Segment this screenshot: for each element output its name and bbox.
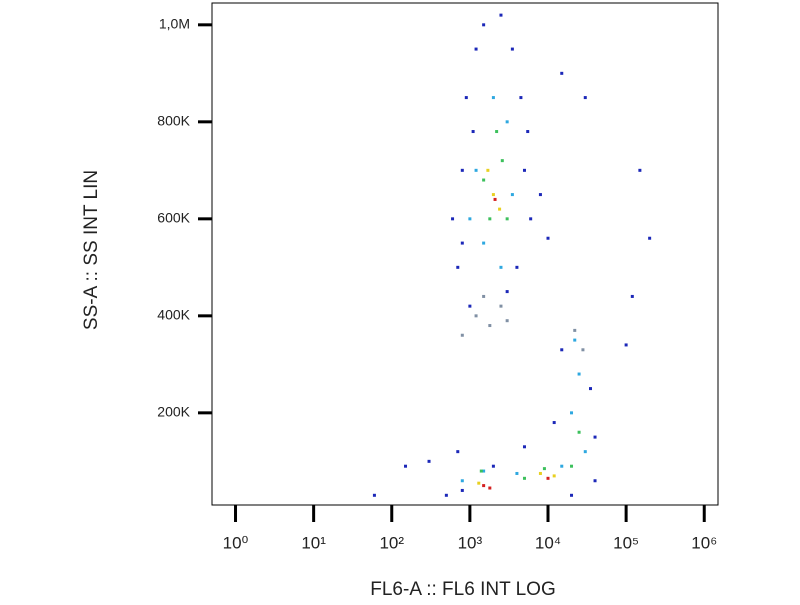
point (500, 159, 504, 163)
point (546, 236, 550, 240)
point (583, 96, 587, 100)
point (460, 479, 464, 483)
point (522, 476, 526, 480)
point (451, 217, 455, 221)
y-tick-label: 800K (157, 113, 190, 129)
point (529, 217, 533, 221)
point (460, 241, 464, 245)
point (491, 193, 495, 197)
point (491, 96, 495, 100)
point (593, 479, 597, 483)
point (593, 435, 597, 439)
point (474, 47, 478, 51)
point (589, 387, 593, 391)
point (474, 168, 478, 172)
point (560, 71, 564, 75)
x-tick-label: 10² (379, 533, 404, 552)
point (560, 464, 564, 468)
point (505, 217, 509, 221)
point (486, 168, 490, 172)
point (552, 474, 556, 478)
point (570, 464, 574, 468)
point (515, 265, 519, 269)
point (404, 464, 408, 468)
point (493, 197, 497, 201)
point (479, 469, 483, 473)
point (538, 471, 542, 475)
point (552, 421, 556, 425)
point (505, 319, 509, 323)
point (581, 348, 585, 352)
point (538, 193, 542, 197)
point (648, 236, 652, 240)
point (499, 13, 503, 17)
y-tick-label: 400K (157, 307, 190, 323)
plot-frame (211, 2, 719, 506)
y-axis-label: SS-A :: SS INT LIN (81, 170, 102, 330)
point (488, 324, 492, 328)
point (471, 130, 475, 134)
point (560, 348, 564, 352)
point (488, 486, 492, 490)
x-tick-label: 10⁴ (535, 533, 561, 552)
point (427, 459, 431, 463)
point (474, 314, 478, 318)
point (460, 488, 464, 492)
point (482, 294, 486, 298)
point (519, 96, 523, 100)
point (482, 23, 486, 27)
y-tick-label: 600K (157, 210, 190, 226)
x-tick-label: 10⁰ (223, 533, 249, 552)
point (522, 168, 526, 172)
point (542, 467, 546, 471)
point (444, 493, 448, 497)
point (488, 217, 492, 221)
point (573, 328, 577, 332)
point (638, 168, 642, 172)
y-tick-label: 200K (157, 404, 190, 420)
point (630, 294, 634, 298)
point (505, 120, 509, 124)
point (468, 217, 472, 221)
point (468, 304, 472, 308)
point (491, 464, 495, 468)
point (515, 471, 519, 475)
point (482, 241, 486, 245)
point (546, 476, 550, 480)
point (526, 130, 530, 134)
point (372, 493, 376, 497)
point (522, 445, 526, 449)
point (570, 493, 574, 497)
x-tick-label: 10³ (458, 533, 483, 552)
point (510, 47, 514, 51)
point (573, 338, 577, 342)
x-tick-label: 10¹ (301, 533, 326, 552)
point (482, 484, 486, 488)
x-tick-label: 10⁶ (691, 533, 717, 552)
point (482, 469, 486, 473)
point (456, 265, 460, 269)
x-axis-label: FL6-A :: FL6 INT LOG (370, 579, 556, 600)
point (460, 333, 464, 337)
point (464, 96, 468, 100)
y-tick-label: 1,0M (159, 16, 190, 32)
point (570, 411, 574, 415)
point (505, 290, 509, 294)
point (498, 207, 502, 211)
point (495, 130, 499, 134)
point (624, 343, 628, 347)
point (583, 450, 587, 454)
point (460, 168, 464, 172)
point (577, 372, 581, 376)
point (499, 304, 503, 308)
point (499, 265, 503, 269)
point (482, 178, 486, 182)
point (577, 430, 581, 434)
x-tick-label: 10⁵ (613, 533, 639, 552)
point (510, 193, 514, 197)
point (456, 450, 460, 454)
point (477, 481, 481, 485)
